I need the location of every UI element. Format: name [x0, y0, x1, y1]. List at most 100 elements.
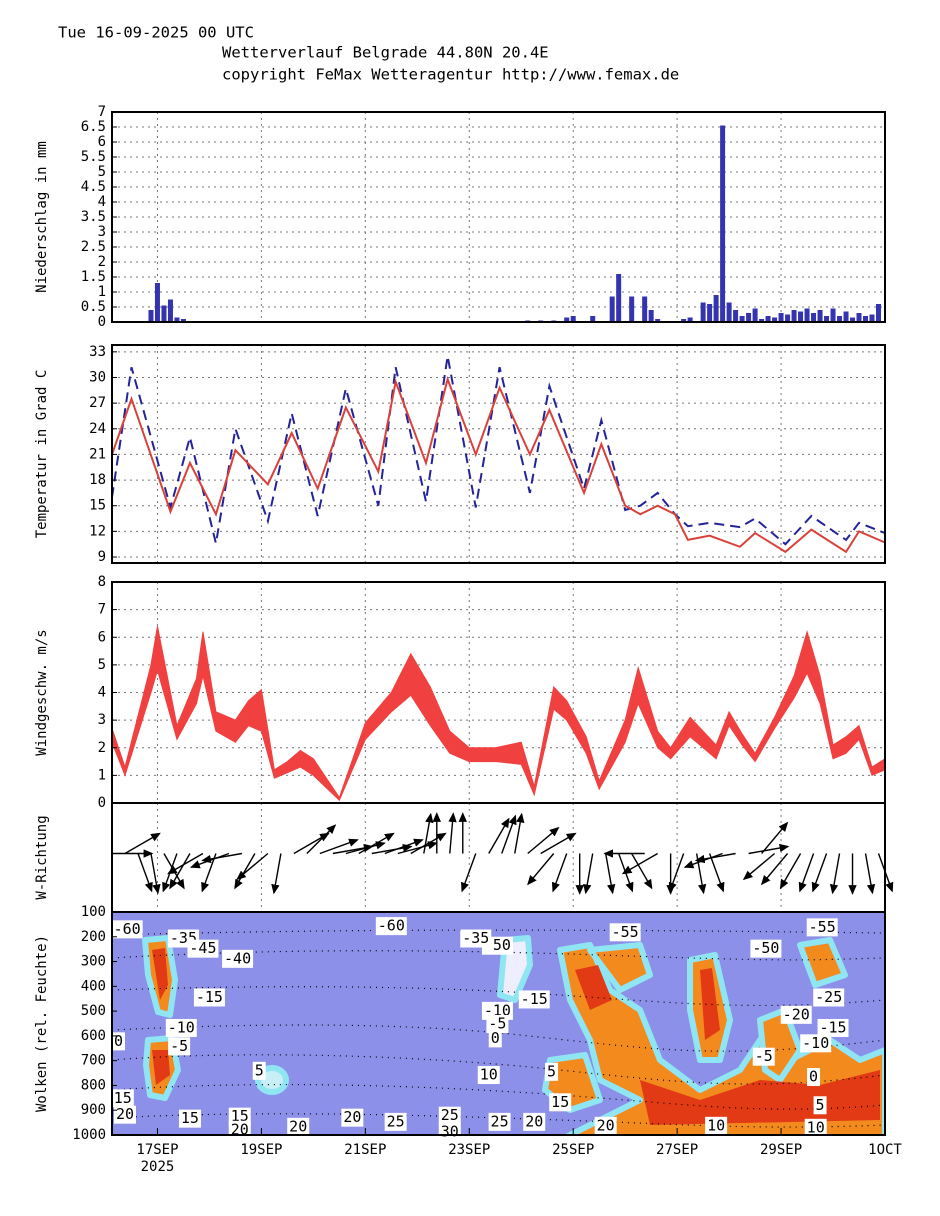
contour-label: 10	[480, 1066, 498, 1084]
y-tick-label: 100	[81, 904, 106, 920]
contour-label-bg	[806, 918, 838, 937]
y-tick-label: 1	[98, 284, 106, 300]
wind-arrow	[384, 838, 424, 855]
y-tick-label: 0	[98, 314, 106, 330]
contour-label: -10	[484, 1001, 511, 1019]
wind-arrow	[683, 852, 723, 869]
bar	[720, 125, 726, 322]
wind-arrow	[488, 817, 510, 854]
bar	[804, 308, 810, 322]
bar	[681, 319, 687, 322]
wind-arrow	[708, 853, 725, 893]
contour-label-bg	[750, 939, 782, 958]
bar	[772, 317, 778, 322]
y-tick-label: 2	[98, 254, 106, 270]
contour-label: 20	[231, 1120, 249, 1138]
contour-label-bg	[523, 1112, 546, 1131]
contour-label: 15	[551, 1093, 569, 1111]
contour-label: 0	[809, 1068, 818, 1086]
bar	[765, 316, 771, 322]
contour-label-bg	[488, 1112, 511, 1131]
contour-label: 0	[491, 1029, 500, 1047]
contour-label: 15	[114, 1089, 132, 1107]
wind-arrow	[694, 852, 736, 864]
temperature-line	[111, 375, 886, 554]
contour-label: 20	[343, 1108, 361, 1126]
bar	[850, 317, 856, 322]
bar	[798, 311, 804, 322]
y-tick-label: 4	[98, 194, 106, 210]
y-axis-label: Niederschlag in mm	[34, 141, 50, 293]
contour-label: 0	[114, 1032, 123, 1050]
copyright: copyright FeMax Wetteragentur http://www…	[222, 66, 679, 84]
bar	[752, 308, 758, 322]
wind-arrow	[604, 853, 616, 895]
contour-label: 20	[116, 1105, 134, 1123]
bar	[876, 304, 882, 322]
y-tick-label: 1000	[72, 1127, 106, 1143]
y-tick-label: 0.5	[81, 299, 106, 315]
bar	[590, 316, 596, 322]
bar	[811, 313, 817, 322]
contour-label-bg	[804, 1118, 827, 1137]
bar	[687, 317, 693, 322]
y-axis-label: W-Richtung	[34, 815, 50, 899]
y-tick-label: 1	[98, 767, 106, 783]
bar	[707, 304, 713, 322]
y-tick-label: 600	[81, 1028, 106, 1044]
y-tick-label: 9	[98, 549, 106, 565]
wind-arrow	[345, 841, 386, 855]
contour-label: 5	[547, 1062, 556, 1080]
y-tick-label: 24	[89, 421, 106, 437]
contour-label: 20	[289, 1117, 307, 1135]
contour-label-bg	[178, 1109, 201, 1128]
wind-arrow	[306, 824, 337, 854]
contour-label-bg	[486, 1014, 509, 1033]
wind-band	[111, 626, 886, 802]
bar	[746, 313, 752, 322]
wind-arrow	[358, 832, 395, 855]
bar	[180, 319, 186, 322]
panel-frame	[111, 344, 886, 564]
y-tick-label: 3	[98, 712, 106, 728]
contour-label: -35	[462, 929, 489, 947]
contour-label-bg	[594, 1116, 617, 1135]
bar	[824, 316, 830, 322]
wind-arrow	[271, 853, 282, 895]
contour-label: -5	[170, 1037, 188, 1055]
contour-label: 15	[181, 1109, 199, 1127]
y-tick-label: 8	[98, 574, 106, 590]
x-tick-label: 1OCT	[868, 1142, 902, 1158]
x-tick-label: 17SEP	[136, 1142, 178, 1158]
bar	[609, 296, 615, 322]
wind-arrow	[410, 832, 447, 855]
y-tick-label: 300	[81, 954, 106, 970]
contour-label-bg	[165, 1018, 197, 1037]
chart-title: Wetterverlauf Belgrade 44.80N 20.4E	[222, 44, 549, 62]
wind-arrow	[137, 853, 153, 893]
temperature-line	[111, 355, 886, 546]
y-tick-label: 30	[89, 369, 106, 385]
contour-label-bg	[752, 1047, 775, 1066]
contour-label: -60	[114, 920, 141, 938]
contour-label: -15	[196, 988, 223, 1006]
y-tick-label: 700	[81, 1053, 106, 1069]
contour-label-bg	[168, 1037, 191, 1056]
wind-arrow	[631, 853, 653, 890]
y-axis-label: Temperatur in Grad C	[34, 370, 50, 539]
contour-label-bg	[488, 1029, 502, 1048]
bar	[739, 316, 745, 322]
contour-label: 5	[255, 1061, 264, 1079]
wind-arrow	[397, 841, 438, 855]
contour-label-bg	[438, 1123, 461, 1142]
contour-label-bg	[549, 1093, 572, 1112]
y-tick-label: 5	[98, 657, 106, 673]
wind-arrow	[760, 853, 789, 886]
x-year-label: 2025	[141, 1159, 175, 1175]
contour-label: -10	[168, 1018, 195, 1036]
contour-label: -45	[189, 939, 216, 957]
contour-label: 10	[707, 1116, 725, 1134]
wind-arrow	[668, 853, 685, 893]
wind-arrow	[448, 812, 457, 854]
contour-label: 20	[525, 1112, 543, 1130]
